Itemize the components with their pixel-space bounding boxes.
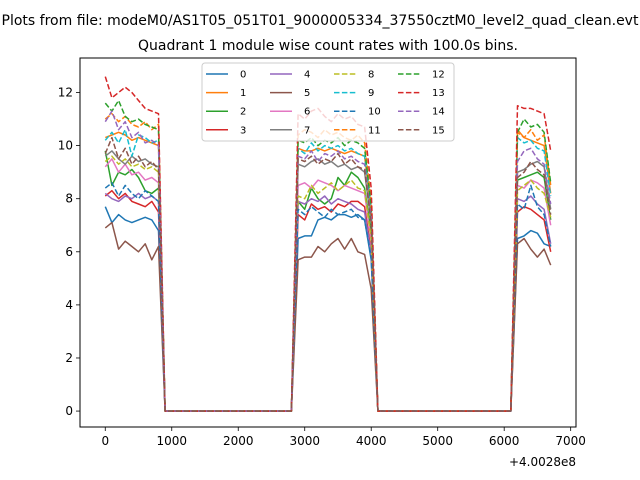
legend-label-12: 12	[432, 70, 445, 81]
legend-label-2: 2	[240, 107, 246, 118]
figure-suptitle: Plots from file: modeM0/AS1T05_051T01_90…	[2, 13, 639, 29]
chart-title: Quadrant 1 module wise count rates with …	[138, 38, 518, 54]
y-tick-label: 2	[65, 351, 73, 365]
y-tick-label: 0	[65, 404, 73, 418]
y-tick-label: 4	[65, 298, 73, 312]
y-tick-label: 8	[65, 192, 73, 206]
legend-label-4: 4	[304, 70, 310, 81]
x-tick-label: 7000	[555, 434, 586, 448]
y-tick-label: 10	[58, 139, 73, 153]
legend-label-13: 13	[432, 88, 445, 99]
legend-label-1: 1	[240, 88, 246, 99]
legend-label-11: 11	[368, 125, 381, 136]
legend-label-14: 14	[432, 107, 445, 118]
legend-label-8: 8	[368, 70, 374, 81]
y-tick-label: 12	[58, 86, 73, 100]
legend-label-15: 15	[432, 125, 445, 136]
x-tick-label: 5000	[422, 434, 453, 448]
legend-label-7: 7	[304, 125, 310, 136]
x-tick-label: 2000	[223, 434, 254, 448]
x-tick-label: 6000	[489, 434, 520, 448]
x-offset-label: +4.0028e8	[509, 455, 576, 469]
axes-frame	[79, 57, 577, 428]
x-tick-label: 4000	[356, 434, 387, 448]
legend-label-6: 6	[304, 107, 310, 118]
legend-label-0: 0	[240, 70, 246, 81]
x-tick-label: 1000	[156, 434, 187, 448]
legend-frame	[201, 62, 455, 142]
x-tick-label: 3000	[289, 434, 320, 448]
legend-label-10: 10	[368, 107, 381, 118]
legend-label-3: 3	[240, 125, 246, 136]
plot-layer	[104, 76, 552, 412]
x-tick-label: 0	[101, 434, 109, 448]
legend-label-9: 9	[368, 88, 374, 99]
y-tick-label: 6	[65, 245, 73, 259]
series-line-15	[104, 136, 552, 412]
legend-label-5: 5	[304, 88, 310, 99]
